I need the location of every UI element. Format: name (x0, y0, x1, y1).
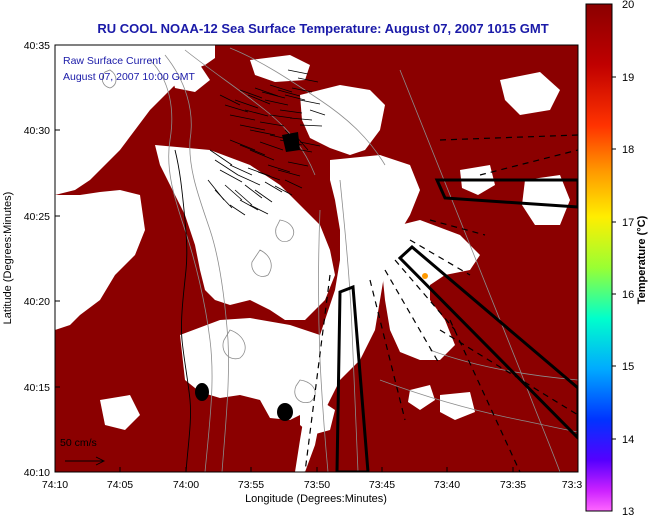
colorbar-tick-label: 17 (622, 217, 634, 229)
x-tick-label: 73:45 (369, 479, 395, 491)
colorbar-tick-label: 14 (622, 434, 634, 446)
tick-marks (54, 44, 514, 473)
colorbar-tick-label: 19 (622, 72, 634, 84)
y-axis-label: Latitude (Degrees:Minutes) (2, 192, 14, 325)
y-tick-label: 40:15 (24, 382, 50, 394)
x-tick-label: 73:55 (238, 479, 264, 491)
x-tick-label: 73:40 (434, 479, 460, 491)
dense-vector-cluster (282, 132, 300, 152)
colorbar (585, 3, 613, 512)
coastline (174, 149, 191, 472)
colorbar-label: Temperature (°C) (636, 215, 648, 304)
map-title: RU COOL NOAA-12 Sea Surface Temperature:… (97, 21, 548, 36)
colorbar-tick-label: 15 (622, 361, 634, 373)
warm-spot (422, 273, 428, 279)
colorbar-tick-label: 20 (622, 0, 634, 11)
y-tick-label: 40:20 (24, 296, 50, 308)
station-marker-west (195, 383, 209, 401)
y-tick-label: 40:10 (24, 467, 50, 479)
y-tick-label: 40:35 (24, 40, 50, 52)
x-tick-label: 74:10 (42, 479, 68, 491)
x-tick-label: 73:3 (562, 479, 583, 491)
inset-line-2: August 07, 2007 10:00 GMT (63, 71, 196, 83)
y-tick-label: 40:30 (24, 125, 50, 137)
colorbar-tick-label: 16 (622, 289, 634, 301)
colorbar-ticks (612, 76, 616, 440)
x-axis-label: Longitude (Degrees:Minutes) (245, 493, 387, 505)
surface-current-vectors (207, 69, 326, 216)
radial-dashed-lines (304, 134, 578, 472)
station-marker-east (277, 403, 293, 421)
inset-line-1: Raw Surface Current (63, 55, 161, 67)
scale-arrow-head (95, 456, 106, 466)
x-tick-label: 73:35 (500, 479, 526, 491)
x-tick-label: 74:05 (107, 479, 133, 491)
x-tick-label: 74:00 (173, 479, 199, 491)
y-tick-label: 40:25 (24, 211, 50, 223)
colorbar-tick-label: 13 (622, 506, 634, 518)
scale-label: 50 cm/s (60, 437, 97, 449)
x-tick-label: 73:50 (304, 479, 330, 491)
colorbar-tick-label: 18 (622, 144, 634, 156)
radar-boxes (335, 178, 578, 472)
map-plot-area: 50 cm/s Raw Surface Current August 07, 2… (55, 45, 578, 472)
